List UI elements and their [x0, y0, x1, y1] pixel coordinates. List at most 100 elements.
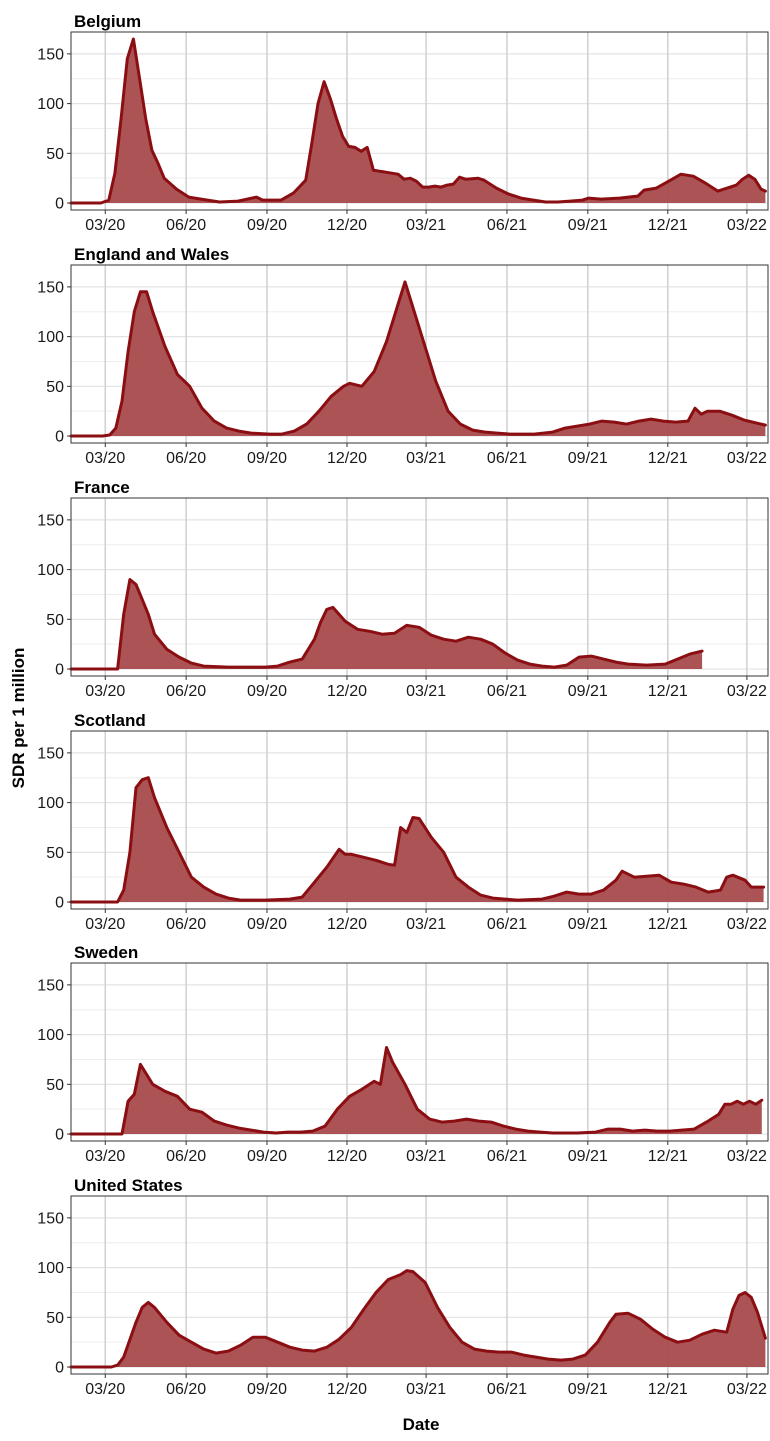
panel-title: France — [74, 478, 130, 497]
y-tick-label: 50 — [46, 845, 64, 862]
x-tick-label: 03/22 — [727, 683, 767, 700]
x-tick-label: 06/21 — [487, 683, 527, 700]
x-tick-label: 09/20 — [247, 217, 287, 234]
x-axis-title: Date — [403, 1415, 440, 1434]
series-line — [69, 37, 767, 205]
x-tick-label: 09/20 — [247, 1381, 287, 1398]
panel-united-states: United States 0 50 100 150 03/20 06/20 09/20 12/… — [37, 1176, 769, 1398]
x-tick-label: 06/20 — [166, 1148, 206, 1165]
series-area — [71, 281, 766, 436]
x-tick-label: 03/20 — [85, 1381, 125, 1398]
y-tick-label: 0 — [55, 895, 64, 912]
x-tick-label: 03/21 — [406, 916, 446, 933]
x-tick-label: 03/22 — [727, 217, 767, 234]
x-tick-label: 06/21 — [487, 450, 527, 467]
y-tick-label: 50 — [46, 612, 64, 629]
x-tick-label: 03/21 — [406, 1148, 446, 1165]
x-tick-label: 09/21 — [568, 683, 608, 700]
y-tick-label: 100 — [37, 795, 64, 812]
y-tick-label: 150 — [37, 46, 64, 63]
series-line — [69, 776, 766, 904]
x-tick-label: 09/21 — [568, 1148, 608, 1165]
y-tick-label: 0 — [55, 1127, 64, 1144]
series-area — [71, 777, 764, 902]
y-tick-label: 100 — [37, 1260, 64, 1277]
x-tick-label: 09/20 — [247, 450, 287, 467]
series-area — [71, 579, 703, 669]
series-area — [71, 39, 766, 203]
y-tick-label: 0 — [55, 662, 64, 679]
x-tick-label: 03/21 — [406, 683, 446, 700]
panels: Belgium 0 50 100 150 03/20 06/20 09/20 12/20 03/2… — [37, 12, 769, 1398]
series-area — [71, 1047, 762, 1134]
y-tick-label: 100 — [37, 329, 64, 346]
x-tick-label: 06/21 — [487, 916, 527, 933]
x-tick-label: 06/20 — [166, 217, 206, 234]
x-tick-label: 09/20 — [247, 916, 287, 933]
panel-title: England and Wales — [74, 245, 229, 264]
x-tick-label: 03/20 — [85, 916, 125, 933]
x-tick-label: 06/20 — [166, 450, 206, 467]
x-tick-label: 03/20 — [85, 217, 125, 234]
panel-border — [70, 264, 769, 444]
x-tick-label: 06/21 — [487, 1148, 527, 1165]
panel-belgium: Belgium 0 50 100 150 03/20 06/20 09/20 12/20 03/2… — [37, 12, 769, 234]
x-tick-label: 03/21 — [406, 1381, 446, 1398]
panel-border — [70, 1195, 769, 1375]
panel-title: Sweden — [74, 943, 138, 962]
x-tick-label: 03/21 — [406, 450, 446, 467]
panel-france: France 0 50 100 150 03/20 06/20 09/20 12/20 03/21… — [37, 478, 769, 700]
series-line — [69, 578, 704, 671]
x-tick-label: 12/21 — [648, 916, 688, 933]
series-line — [69, 1269, 767, 1369]
y-tick-label: 0 — [55, 1360, 64, 1377]
x-tick-label: 06/21 — [487, 217, 527, 234]
panel-sweden: Sweden 0 50 100 150 03/20 06/20 09/20 12/20 03/21… — [37, 943, 769, 1165]
x-tick-label: 12/20 — [327, 450, 367, 467]
series-line — [69, 1046, 764, 1136]
x-tick-label: 12/21 — [648, 217, 688, 234]
x-tick-label: 03/22 — [727, 1381, 767, 1398]
panel-border — [70, 962, 769, 1142]
y-tick-label: 100 — [37, 96, 64, 113]
x-tick-label: 06/20 — [166, 683, 206, 700]
panel-title: Belgium — [74, 12, 141, 31]
panel-border — [70, 497, 769, 677]
panel-title: Scotland — [74, 711, 146, 730]
panel-scotland: Scotland 0 50 100 150 03/20 06/20 09/20 12/20 03/… — [37, 711, 769, 933]
x-tick-label: 12/21 — [648, 1148, 688, 1165]
panel-title: United States — [74, 1176, 183, 1195]
y-tick-label: 50 — [46, 379, 64, 396]
x-tick-label: 06/20 — [166, 916, 206, 933]
y-tick-label: 100 — [37, 562, 64, 579]
y-tick-label: 150 — [37, 977, 64, 994]
x-tick-label: 12/20 — [327, 217, 367, 234]
series-line — [69, 280, 767, 438]
y-tick-label: 100 — [37, 1027, 64, 1044]
x-tick-label: 09/20 — [247, 1148, 287, 1165]
x-tick-label: 09/21 — [568, 450, 608, 467]
panel-border — [70, 730, 769, 910]
x-tick-label: 03/20 — [85, 450, 125, 467]
x-tick-label: 12/20 — [327, 1381, 367, 1398]
x-tick-label: 12/21 — [648, 683, 688, 700]
panel-england-and-wales: England and Wales 0 50 100 150 03/20 06/20 09/2… — [37, 245, 769, 467]
y-tick-label: 0 — [55, 196, 64, 213]
x-tick-label: 03/22 — [727, 1148, 767, 1165]
panel-border — [70, 31, 769, 211]
x-tick-label: 12/21 — [648, 1381, 688, 1398]
y-tick-label: 50 — [46, 1310, 64, 1327]
x-tick-label: 03/21 — [406, 217, 446, 234]
y-tick-label: 50 — [46, 146, 64, 163]
x-tick-label: 09/21 — [568, 916, 608, 933]
y-tick-label: 150 — [37, 279, 64, 296]
x-tick-label: 12/20 — [327, 683, 367, 700]
y-tick-label: 150 — [37, 745, 64, 762]
x-tick-label: 09/20 — [247, 683, 287, 700]
y-tick-label: 150 — [37, 1210, 64, 1227]
x-tick-label: 09/21 — [568, 217, 608, 234]
x-tick-label: 12/20 — [327, 1148, 367, 1165]
x-tick-label: 06/21 — [487, 1381, 527, 1398]
x-tick-label: 03/22 — [727, 450, 767, 467]
